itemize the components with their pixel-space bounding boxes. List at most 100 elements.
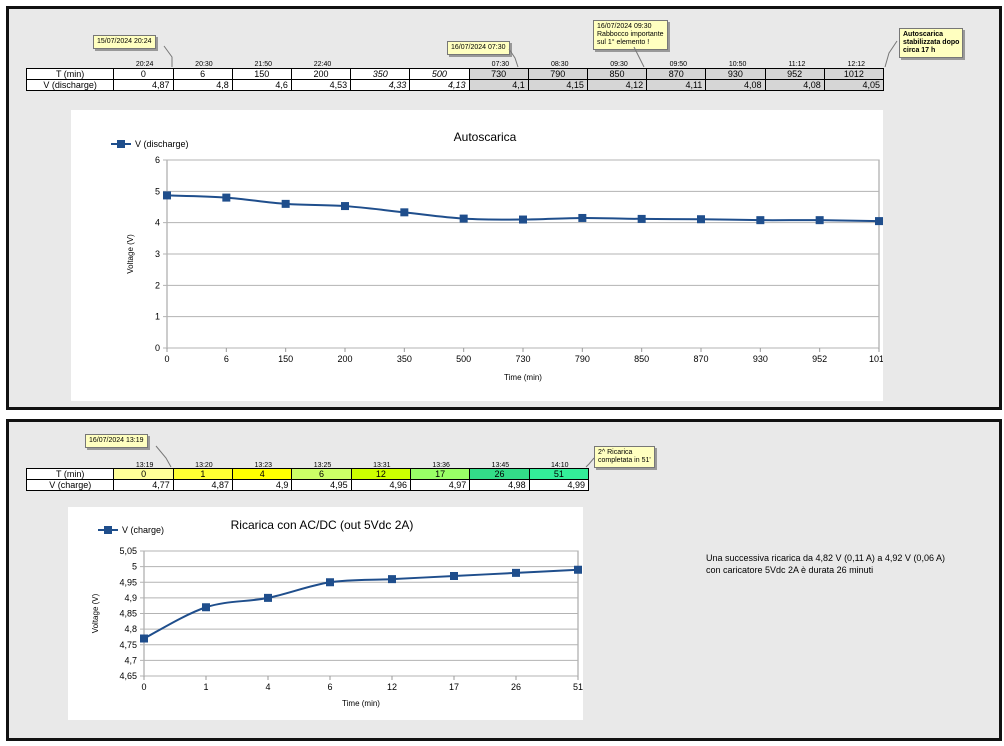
note-stabilized-line2: stabilizzata dopo	[903, 39, 960, 46]
y-tick-label: 4,95	[119, 577, 137, 587]
x-tick-label: 850	[634, 354, 649, 364]
data-point	[163, 191, 171, 200]
y-tick-label: 4,85	[119, 609, 137, 619]
legend-marker	[104, 526, 112, 534]
voltage-cell: 4,11	[646, 79, 707, 91]
chart-title: Autoscarica	[454, 130, 517, 144]
data-point	[815, 216, 824, 225]
timestamp-label: 21:50	[254, 61, 272, 68]
discharge-chart-area: 0 1 2 3 4 5 6 0 6 150 200 350 500 730 790 850 870 930 952 1…	[71, 110, 889, 401]
y-axis-label: Voltage (V)	[91, 593, 100, 633]
y-tick-label: 4,65	[119, 671, 137, 681]
voltage-cell: 4,9	[232, 479, 293, 491]
discharge-timestamps: 20:24 20:30 21:50 22:40 07:30 08:30 09:30 09:50…	[28, 61, 884, 69]
note-refill-line2: Rabbocco importante	[597, 31, 664, 38]
x-tick-label: 6	[224, 354, 229, 364]
y-tick-label: 2	[155, 280, 160, 290]
note-start-charge: 16/07/2024 13:19	[85, 434, 148, 448]
timestamp-label: 13:36	[432, 462, 450, 469]
x-tick-label: 6	[327, 682, 332, 692]
legend-marker	[117, 140, 125, 148]
y-axis-label: Voltage (V)	[126, 234, 135, 274]
data-point	[578, 213, 587, 222]
data-point	[875, 217, 883, 226]
charge-panel: 13:19 13:20 13:23 13:25 13:31 13:36 13:45 14:10…	[6, 419, 1002, 741]
data-point	[519, 215, 527, 224]
timestamp-label: 13:23	[254, 462, 272, 469]
note-refill-line1: 16/07/2024 09:30	[597, 23, 652, 30]
discharge-table: T (min) 0 6 150 200 350 500 730 790 850 870 930 952…	[25, 68, 885, 91]
voltage-cell: 4,53	[290, 79, 352, 91]
data-point	[388, 575, 396, 584]
voltage-cell: 4,05	[823, 79, 885, 91]
x-axis-label: Time (min)	[504, 373, 542, 382]
description-line1: Una successiva ricarica da 4,82 V (0,11 …	[706, 553, 945, 563]
legend-label: V (charge)	[122, 525, 164, 535]
x-tick-label: 500	[456, 354, 471, 364]
charge-chart: 4,65 4,7 4,75 4,8 4,85 4,9 4,95 5 5,05 0 1 4 6 12 17 26…	[91, 518, 583, 708]
note-callout-lines-2	[155, 445, 595, 468]
data-point	[756, 216, 765, 225]
x-tick-label: 1	[203, 682, 208, 692]
note-morning-reading: 16/07/2024 07:30	[447, 41, 510, 55]
x-tick-label: 730	[515, 354, 530, 364]
voltage-cell: 4,99	[528, 479, 590, 491]
discharge-chart: 0 1 2 3 4 5 6 0 6 150 200 350 500 730 790 850 870 930 952 1…	[111, 130, 889, 382]
data-point	[459, 214, 468, 223]
y-tick-label: 1	[155, 312, 160, 322]
timestamp-label: 07:30	[491, 61, 510, 68]
x-tick-label: 0	[164, 354, 169, 364]
y-tick-label: 5	[155, 186, 160, 196]
x-tick-label: 12	[387, 682, 397, 692]
data-point	[450, 572, 458, 580]
voltage-cell: 4,87	[113, 79, 174, 91]
description-line2: con caricatore 5Vdc 2A è durata 26 minut…	[706, 565, 874, 575]
x-tick-label: 952	[812, 354, 827, 364]
voltage-cell: 4,96	[350, 479, 412, 491]
legend-label: V (discharge)	[135, 139, 189, 149]
timestamp-label: 13:31	[373, 462, 391, 469]
x-axis-label: Time (min)	[342, 699, 380, 708]
data-point	[202, 603, 210, 612]
x-tick-label: 200	[337, 354, 352, 364]
note-stabilized-line1: Autoscarica	[903, 31, 944, 38]
y-tick-label: 6	[155, 155, 160, 165]
timestamp-label: 09:50	[669, 61, 688, 68]
timestamp-label: 20:30	[195, 61, 213, 68]
data-point	[512, 568, 520, 577]
voltage-cell: 4,15	[527, 79, 588, 91]
note-charge-complete: 2^ Ricarica completata in 51'	[594, 446, 655, 468]
y-tick-label: 3	[155, 249, 160, 259]
data-point	[222, 193, 231, 202]
y-tick-label: 4,7	[124, 655, 137, 665]
voltage-cell: 4,6	[231, 79, 292, 91]
charge-description: Una successiva ricarica da 4,82 V (0,11 …	[706, 552, 976, 576]
voltage-cell: 4,13	[409, 79, 470, 91]
timestamp-label: 13:19	[135, 462, 154, 469]
data-point	[341, 202, 349, 211]
discharge-panel: 20:24 20:30 21:50 22:40 07:30 08:30 09:30 09:50…	[6, 6, 1002, 410]
y-tick-label: 4,9	[124, 593, 137, 603]
y-tick-label: 4,8	[124, 624, 137, 634]
data-point	[574, 565, 582, 574]
table-row-voltage: V (charge) 4,77 4,87 4,9 4,95 4,96 4,97 4,98 4,…	[25, 479, 590, 491]
data-point	[400, 208, 409, 217]
data-point	[264, 593, 272, 602]
x-tick-label: 1012	[869, 354, 883, 364]
voltage-cell: 4,8	[172, 79, 233, 91]
note-callout-lines	[163, 40, 898, 68]
voltage-cell: 4,95	[291, 479, 352, 491]
chart-title: Ricarica con AC/DC (out 5Vdc 2A)	[231, 518, 414, 532]
note-refill-line3: sul 1° elemento !	[597, 39, 650, 46]
timestamp-label: 13:45	[491, 462, 510, 469]
data-point	[637, 214, 646, 223]
timestamp-label: 13:25	[313, 462, 332, 469]
timestamp-label: 11:12	[788, 61, 806, 68]
y-tick-label: 4,75	[119, 640, 137, 650]
data-point	[281, 199, 290, 208]
y-tick-label: 5	[132, 562, 137, 572]
timestamp-label: 10:50	[728, 61, 747, 68]
time-cell: 51	[528, 468, 590, 480]
x-tick-label: 51	[573, 682, 583, 692]
timestamp-label: 09:30	[610, 61, 628, 68]
